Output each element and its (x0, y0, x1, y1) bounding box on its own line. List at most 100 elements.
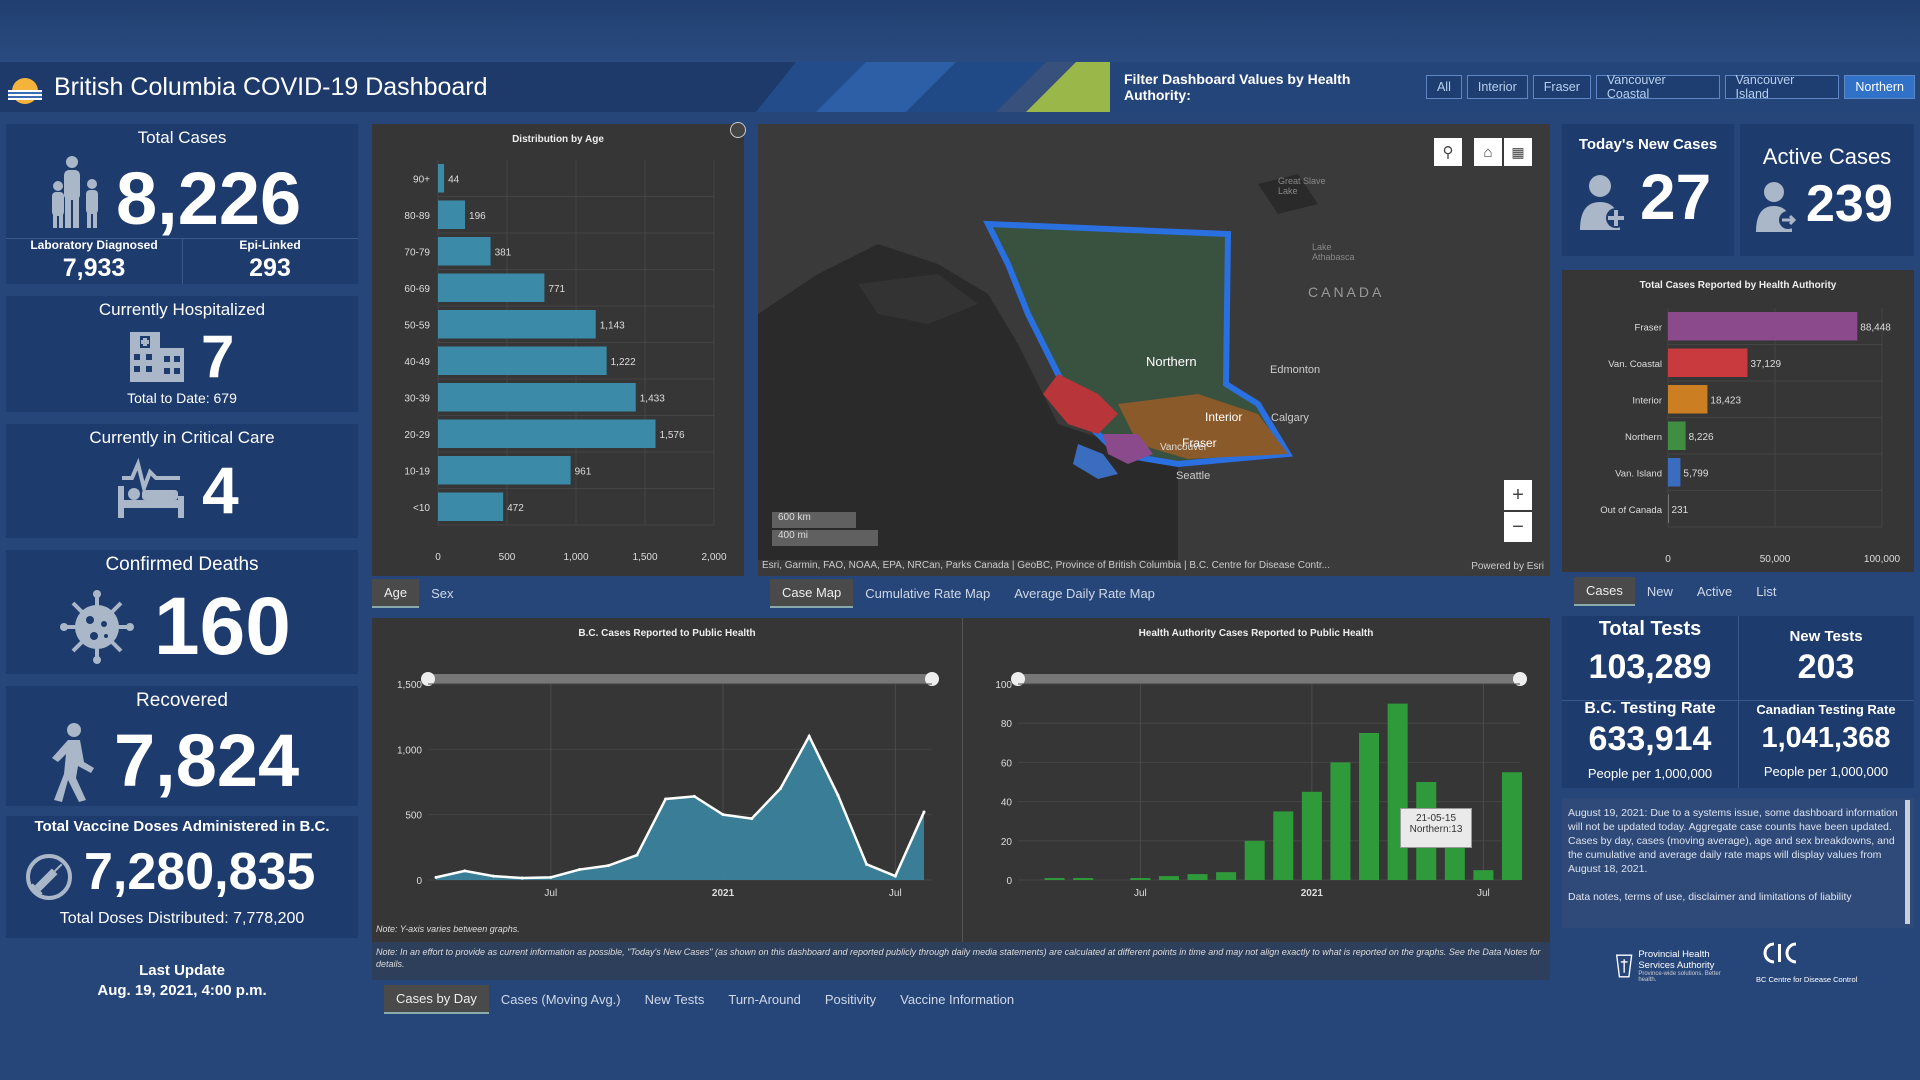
ha-cases-bar (1444, 844, 1465, 880)
vaccine-value: 7,280,835 (84, 843, 316, 901)
ha-total-chart-title: Total Cases Reported by Health Authority (1640, 280, 1837, 291)
tab-age[interactable]: Age (372, 578, 420, 608)
hospital-bed-icon (118, 458, 184, 518)
ha-total-bar (1668, 348, 1748, 377)
tab-new[interactable]: New (1646, 583, 1673, 599)
age-x-tick-label: 500 (499, 552, 516, 563)
total-cases-card: Total Cases 8,226 Laboratory Diagnosed 7… (6, 124, 358, 284)
tab-cases-moving-avg[interactable]: Cases (Moving Avg.) (500, 991, 621, 1007)
bc-cases-point (635, 853, 639, 857)
tab-active[interactable]: Active (1696, 583, 1733, 599)
lab-diagnosed-label: Laboratory Diagnosed (30, 238, 158, 252)
map-label-edmonton: Edmonton (1270, 364, 1321, 376)
bc-cases-point (750, 817, 754, 821)
tab-turn-around[interactable]: Turn-Around (728, 991, 801, 1007)
notice-scrollbar[interactable] (1905, 800, 1910, 924)
ha-cases-chart: Health Authority Cases Reported to Publi… (995, 628, 1527, 899)
map-zoom-out-icon[interactable]: − (1504, 512, 1532, 542)
expand-icon[interactable] (730, 122, 746, 138)
phsa-logo: Provincial Health Services Authority Pro… (1614, 944, 1740, 988)
tab-cumulative-rate-map[interactable]: Cumulative Rate Map (865, 585, 991, 601)
bc-cases-range-handle-start (421, 672, 435, 686)
filter-vancouver-coastal-button[interactable]: Vancouver Coastal (1595, 73, 1720, 101)
map-label-fraser: Fraser (1182, 436, 1217, 450)
age-chart-title: Distribution by Age (512, 134, 604, 145)
age-bar (438, 237, 491, 266)
tab-cases[interactable]: Cases (1574, 576, 1635, 606)
map-label-canada: CANADA (1308, 284, 1385, 300)
filter-interior-button[interactable]: Interior (1466, 75, 1528, 99)
tab-case-map[interactable]: Case Map (770, 578, 854, 608)
vaccine-label: Total Vaccine Doses Administered in B.C. (34, 818, 330, 835)
map-label-lake-athabasca: Lake Athabasca (1312, 242, 1355, 262)
tab-vaccine-information[interactable]: Vaccine Information (900, 991, 1015, 1007)
filter-label: Filter Dashboard Values by Health Author… (1124, 71, 1351, 103)
age-bar (438, 456, 571, 485)
hospitalized-total-to-date: Total to Date: 679 (127, 390, 237, 406)
testing-card: Total Tests 103,289 New Tests 203 B.C. T… (1562, 616, 1914, 788)
new-tests-label: New Tests (1789, 628, 1863, 645)
last-update-value: Aug. 19, 2021, 4:00 p.m. (97, 982, 267, 999)
age-distribution-panel: Distribution by Age 0 500 1,000 1,500 2,000 90… (372, 122, 746, 576)
age-bar (438, 492, 504, 521)
ha-cases-y-tick-label: 40 (1001, 798, 1013, 809)
map-home-icon[interactable]: ⌂ (1474, 138, 1502, 166)
ha-total-bar (1668, 421, 1686, 450)
ha-cases-range-handle-end (1513, 672, 1527, 686)
phsa-logo-tagline: Province-wide solutions. Better health. (1638, 971, 1721, 983)
ha-cases-y-tick-label: 60 (1001, 758, 1013, 769)
ha-total-bar (1668, 494, 1669, 523)
filter-vancouver-island-button[interactable]: Vancouver Island (1724, 73, 1840, 101)
age-category-label: 30-39 (404, 393, 430, 404)
age-bar-value-label: 1,222 (611, 357, 636, 368)
tab-average-daily-rate-map[interactable]: Average Daily Rate Map (1014, 585, 1155, 601)
recovered-value: 7,824 (114, 719, 300, 802)
critical-care-card: Currently in Critical Care 4 (6, 424, 358, 538)
tab-list[interactable]: List (1756, 583, 1777, 599)
total-cases-value: 8,226 (116, 157, 302, 240)
age-tabs: Age Sex (372, 578, 466, 608)
bc-cases-y-tick-label: 500 (405, 811, 422, 822)
ha-cases-bar (1073, 878, 1094, 880)
ha-cases-y-tick-label: 100 (995, 680, 1012, 691)
map-basemap-gallery-icon[interactable]: ▦ (1504, 138, 1532, 166)
tab-new-tests[interactable]: New Tests (644, 991, 705, 1007)
map-search-icon[interactable]: ⚲ (1434, 138, 1462, 166)
filter-all-button[interactable]: All (1425, 75, 1462, 99)
bc-cases-point (778, 787, 782, 791)
filter-northern-button[interactable]: Northern (1844, 75, 1915, 99)
case-map[interactable]: CANADA Northern Interior Fraser Vancouve… (758, 124, 1550, 576)
data-notes-link[interactable]: Data notes, terms of use, disclaimer and… (1568, 891, 1852, 903)
ha-cases-bar (1359, 733, 1380, 880)
age-x-tick-label: 0 (435, 552, 441, 563)
age-bar-value-label: 196 (469, 211, 486, 222)
active-cases-label: Active Cases (1762, 144, 1892, 169)
total-tests-value: 103,289 (1588, 648, 1712, 686)
bc-cases-point (463, 869, 467, 873)
tab-positivity[interactable]: Positivity (824, 991, 877, 1007)
bc-cases-point (922, 810, 926, 814)
syringe-icon (26, 854, 72, 900)
vaccine-card: Total Vaccine Doses Administered in B.C.… (6, 816, 358, 938)
cdn-testing-rate-unit: People per 1,000,000 (1763, 764, 1889, 779)
map-zoom-in-icon[interactable]: + (1504, 480, 1532, 510)
ha-cases-title: Health Authority Cases Reported to Publi… (1139, 628, 1374, 639)
ha-cases-bar (1330, 762, 1351, 880)
tooltip-date: 21-05-15 (1415, 813, 1457, 824)
filter-fraser-button[interactable]: Fraser (1532, 75, 1591, 99)
ha-total-chart: Total Cases Reported by Health Authority… (1600, 280, 1900, 565)
recovered-label: Recovered (136, 690, 228, 711)
ha-total-category-label: Interior (1632, 395, 1662, 406)
tab-cases-by-day[interactable]: Cases by Day (384, 984, 489, 1014)
bc-testing-rate-unit: People per 1,000,000 (1587, 766, 1713, 781)
bc-cases-y-tick-label: 1,000 (397, 745, 422, 756)
notice-box: August 19, 2021: Due to a systems issue,… (1562, 798, 1914, 928)
ha-total-panel: Total Cases Reported by Health Authority… (1562, 270, 1914, 572)
top-band (0, 0, 1920, 62)
active-cases-value: 239 (1806, 175, 1893, 233)
age-bar-value-label: 961 (575, 466, 592, 477)
bc-cases-point (664, 797, 668, 801)
bc-cases-range-handle-end (925, 672, 939, 686)
tab-sex[interactable]: Sex (431, 585, 454, 601)
map-label-seattle: Seattle (1176, 470, 1211, 482)
